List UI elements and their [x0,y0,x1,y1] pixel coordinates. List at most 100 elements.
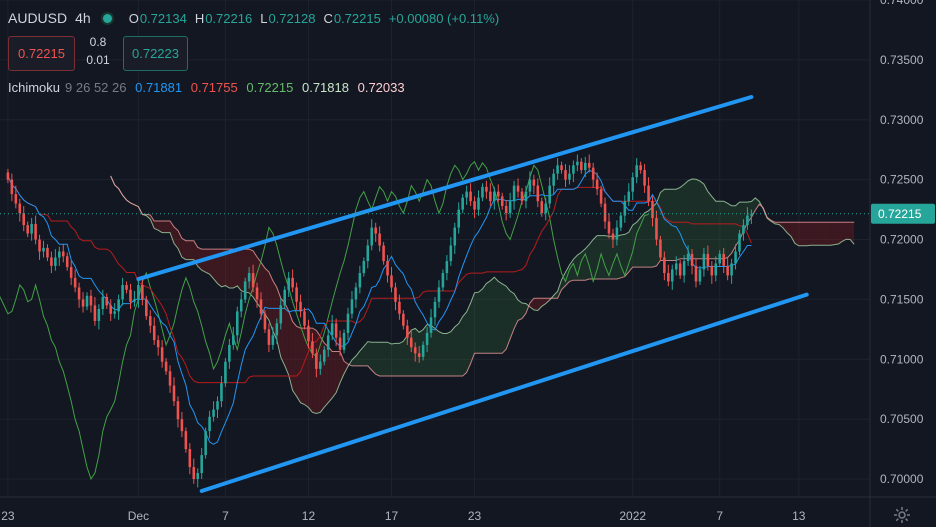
candle-body [496,191,500,197]
spread-top: 0.8 [89,35,107,49]
candle-body [702,253,706,270]
cloud-segment [181,238,186,260]
low-value: 0.72128 [268,10,316,26]
candle-body [342,332,346,350]
candle-body [449,245,453,262]
cloud-segment [158,220,163,233]
candle-body [477,197,480,210]
current-price-label: 0.72215 [878,207,922,221]
conversion-line-value: 0.71881 [135,80,183,95]
x-tick-label: 23 [1,509,15,523]
candle-body [113,311,116,314]
symbol-name[interactable]: AUDUSD [8,10,68,26]
lagging-span-value: 0.72215 [246,80,294,95]
cloud-segment [502,283,507,354]
cloud-segment [664,189,669,261]
open-label: O [128,10,139,26]
cloud-segment [668,189,673,261]
candle-body [61,251,65,257]
cloud-segment [692,179,696,259]
candle-body [473,201,476,210]
sell-button[interactable]: 0.72215 [8,36,75,71]
x-tick-label: 7 [716,509,723,523]
candle-body [461,197,464,210]
cloud-segment [292,321,297,397]
candle-body [651,201,654,218]
cloud-segment [154,220,159,231]
cloud-segment [506,286,511,350]
cloud-segment [723,201,728,259]
candle-body [532,179,536,186]
cloud-segment [814,222,819,246]
candle-body [129,289,132,302]
candle-body [639,165,642,171]
candle-body [663,257,666,274]
x-tick-label: 13 [792,509,806,523]
candle-body [350,299,354,314]
cloud-segment [818,222,823,246]
cloud-segment [573,255,578,281]
indicator-params: 9 26 52 26 [65,80,127,95]
candle-body [429,317,433,333]
cloud-segment [498,281,503,354]
trend-channel [136,95,809,494]
low-label: L [260,10,268,26]
candle-body [504,205,508,214]
candle-body [623,201,627,216]
indicator-name[interactable]: Ichimoku [8,80,61,95]
cloud-segment [458,316,463,377]
candle-body [145,299,148,317]
cloud-segment [834,222,839,245]
cloud-segment [636,217,641,268]
candle-body [299,301,302,312]
candle-body [580,161,583,171]
cloud-segment [518,299,522,321]
candle-body [453,227,457,246]
candle-body [493,191,496,202]
candle-body [635,165,638,178]
candle-body [690,253,694,266]
cloud-segment [830,222,835,246]
candle-body [34,223,37,240]
candle-body [109,305,113,314]
settings-gear-icon[interactable] [892,505,912,525]
candle-body [133,299,136,302]
cloud-segment [225,249,230,289]
cloud-segment [486,280,491,354]
cloud-segment [699,181,704,259]
x-tick-label: Dec [128,509,149,523]
candle-body [524,191,528,202]
cloud-segment [533,298,538,311]
candle-body [445,261,449,274]
candle-body [291,277,294,288]
candle-body [338,337,342,350]
candle-body [362,261,366,274]
timeframe-label[interactable]: 4h [75,10,91,26]
candle-body [196,473,200,480]
market-status-icon[interactable] [102,13,112,23]
cloud-segment [189,240,194,260]
x-tick-label: 17 [385,509,399,523]
candle-body [722,253,725,266]
candle-body [200,455,203,474]
candle-body [678,263,682,276]
candle-body [398,301,401,314]
candle-body [718,253,722,264]
candle-body [564,170,567,180]
y-tick-label: 0.72000 [880,233,924,247]
candle-body [587,162,591,168]
cloud-segment [415,328,420,377]
candle-body [10,179,14,195]
ichimoku-legend[interactable]: Ichimoku 9 26 52 26 0.71881 0.71755 0.722… [8,80,410,95]
cloud-segment [162,220,167,233]
cloud-segment [790,222,795,244]
cloud-segment [296,326,301,403]
candle-body [750,214,753,216]
cloud-segment [205,249,210,275]
buy-button[interactable]: 0.72223 [123,36,188,71]
candle-body [54,257,57,266]
cloud-segment [446,331,451,377]
cloud-segment [170,220,174,244]
